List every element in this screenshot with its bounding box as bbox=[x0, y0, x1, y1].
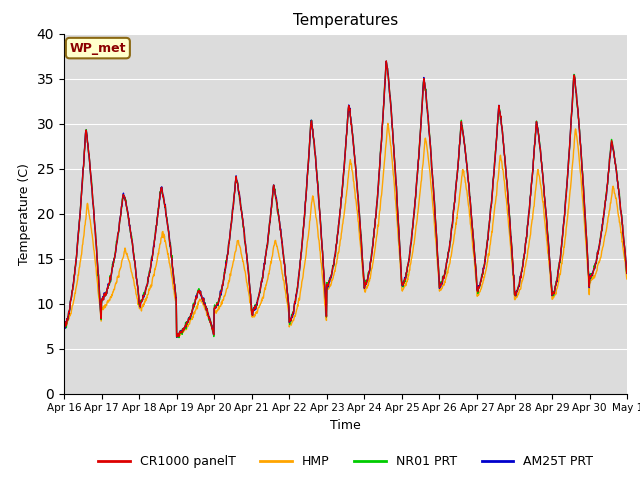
Text: WP_met: WP_met bbox=[70, 42, 126, 55]
Title: Temperatures: Temperatures bbox=[293, 13, 398, 28]
X-axis label: Time: Time bbox=[330, 419, 361, 432]
Legend: CR1000 panelT, HMP, NR01 PRT, AM25T PRT: CR1000 panelT, HMP, NR01 PRT, AM25T PRT bbox=[93, 450, 598, 473]
Y-axis label: Temperature (C): Temperature (C) bbox=[18, 163, 31, 264]
